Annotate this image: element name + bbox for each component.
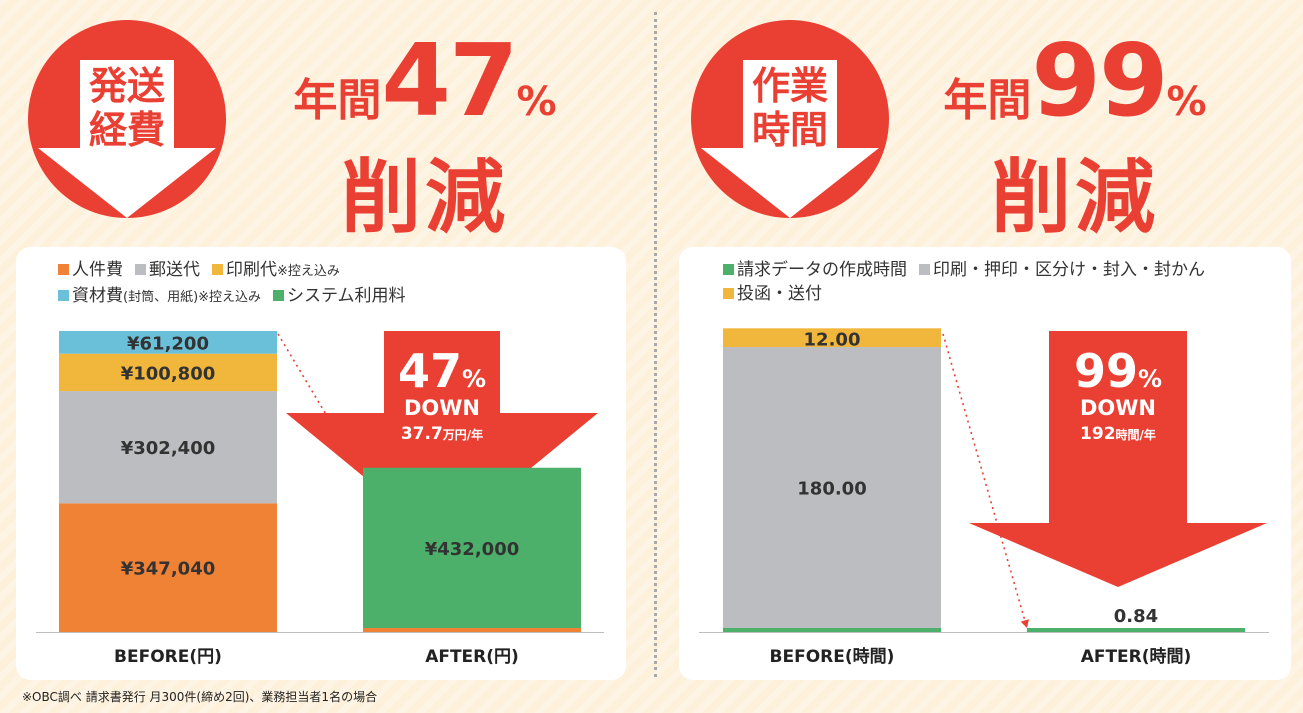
time-stacked-bar-chart: 99% DOWN 192時間/年 0.84 180.00 12.00 BEFORE(時…: [699, 328, 1269, 667]
data-label: 180.00: [797, 479, 866, 500]
time-chart-panel: 請求データの作成時間 印刷・押印・区分け・封入・封かん 投函・送付 99% DOW…: [679, 247, 1291, 680]
bar-segment: [723, 347, 941, 628]
bar-segment: [59, 331, 277, 354]
bar-segment: [363, 628, 581, 632]
headline-prefix: 年間: [943, 75, 1032, 126]
legend-item: 請求データの作成時間: [723, 260, 907, 280]
legend-item: 郵送代: [135, 260, 200, 280]
legend-item: 人件費: [58, 260, 123, 280]
connector-arrowhead: [1020, 619, 1029, 628]
legend-swatch: [212, 264, 223, 275]
legend-swatch: [58, 264, 69, 275]
category-label: AFTER(円): [425, 647, 519, 667]
bar-segment: [363, 467, 581, 628]
arrow-down-label: DOWN: [1080, 396, 1156, 420]
data-label: ¥432,000: [425, 539, 520, 560]
headline-reduction: 削減: [991, 151, 1159, 244]
legend-item: 資材費(封筒、用紙)※控え込み: [58, 286, 261, 306]
shipping-cost-badge: 発送 経費: [28, 20, 226, 218]
connector-line: [942, 333, 1028, 629]
headline-reduction: 削減: [341, 151, 509, 244]
arrow-sub-label: 192時間/年: [1080, 424, 1156, 444]
legend-swatch: [919, 264, 930, 275]
headline-unit: %: [516, 79, 557, 125]
time-legend: 請求データの作成時間 印刷・押印・区分け・封入・封かん 投函・送付: [723, 258, 1283, 306]
reduction-arrow: [969, 331, 1267, 587]
arrow-percent: 99%: [1074, 344, 1162, 398]
work-time-badge: 作業 時間: [691, 20, 889, 218]
arrow-sub-label: 37.7万円/年: [401, 424, 483, 444]
bar-segment: [59, 353, 277, 392]
bar-segment: [723, 628, 941, 632]
bar-segment: [1027, 628, 1245, 632]
legend-swatch: [135, 264, 146, 275]
down-arrow-icon: [38, 60, 216, 218]
headline-percent: 99: [1031, 22, 1168, 139]
headline-unit: %: [1166, 79, 1207, 125]
cost-chart-panel: 人件費 郵送代 印刷代※控え込み 資材費(封筒、用紙)※控え込み システム利用料 47…: [16, 247, 626, 680]
legend-item: 印刷代※控え込み: [212, 260, 340, 280]
badge-line-1: 発送: [88, 64, 165, 108]
category-label: AFTER(時間): [1081, 646, 1192, 667]
legend-item: 投函・送付: [723, 284, 822, 304]
legend-item: 印刷・押印・区分け・封入・封かん: [919, 260, 1205, 280]
data-label: ¥347,040: [121, 559, 216, 580]
data-label: ¥302,400: [121, 438, 216, 459]
badge-line-2: 経費: [88, 108, 165, 152]
connector-arrowhead: [353, 464, 361, 473]
data-label: 12.00: [804, 329, 861, 350]
cost-stacked-bar-chart: 47% DOWN 37.7万円/年 ¥347,040 ¥302,400 ¥100,8…: [36, 331, 604, 667]
bar-segment: [723, 328, 941, 348]
reduction-arrow: [286, 331, 598, 541]
bar-segment: [59, 503, 277, 632]
legend-swatch: [723, 288, 734, 299]
cost-legend: 人件費 郵送代 印刷代※控え込み 資材費(封筒、用紙)※控え込み システム利用料: [58, 258, 618, 310]
category-label: BEFORE(時間): [770, 646, 895, 667]
badge-line-2: 時間: [751, 108, 828, 152]
legend-swatch: [58, 290, 69, 301]
category-label: BEFORE(円): [114, 647, 222, 667]
arrow-percent: 47%: [398, 344, 486, 398]
down-arrow-icon: [701, 60, 879, 218]
legend-swatch: [723, 264, 734, 275]
arrow-down-label: DOWN: [404, 396, 480, 420]
right-headline: 年間99% 削減: [910, 22, 1240, 249]
data-label: 0.84: [1114, 606, 1158, 627]
left-headline: 年間47% 削減: [260, 22, 590, 249]
bar-segment: [59, 391, 277, 504]
data-label: ¥100,800: [121, 363, 216, 384]
legend-item: システム利用料: [273, 286, 406, 306]
legend-swatch: [273, 290, 285, 301]
center-divider: [654, 12, 657, 677]
footnote: ※OBC調べ 請求書発行 月300件(締め2回)、業務担当者1名の場合: [22, 690, 378, 704]
data-label: ¥61,200: [127, 333, 209, 354]
headline-prefix: 年間: [293, 75, 382, 126]
badge-line-1: 作業: [751, 64, 828, 108]
headline-percent: 47: [381, 22, 518, 139]
